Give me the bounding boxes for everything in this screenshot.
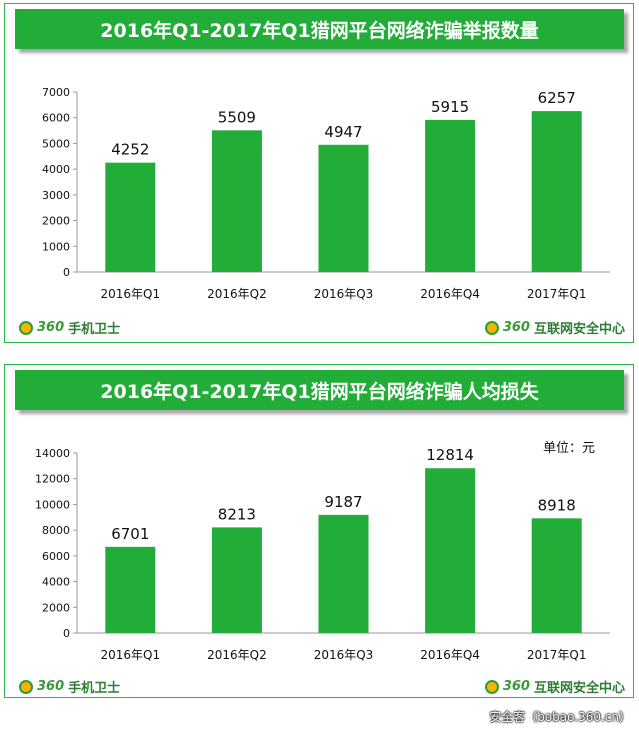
360-logo-icon — [19, 679, 33, 694]
y-tick-label: 0 — [63, 627, 70, 640]
x-tick-label: 2016年Q2 — [207, 287, 267, 301]
y-tick-label: 12000 — [35, 473, 70, 486]
bar-chart-loss: 0 2000 4000 6000 8000 10000 12000 14000 6701 2016… — [35, 446, 610, 662]
logo-360-mobile-guard: 360 手机卫士 — [19, 677, 120, 696]
logo-360-internet-security-center: 360 互联网安全中心 — [484, 677, 625, 696]
data-label: 4947 — [324, 123, 362, 141]
y-tick-label: 8000 — [42, 524, 70, 537]
bar — [425, 119, 476, 273]
y-tick-label: 2000 — [42, 601, 70, 614]
x-tick-label: 2016年Q4 — [420, 287, 480, 301]
data-label: 8213 — [218, 505, 256, 523]
data-label: 9187 — [324, 493, 362, 511]
y-tick-label: 4000 — [42, 163, 70, 176]
bar — [318, 514, 369, 633]
y-tick-label: 3000 — [42, 189, 70, 202]
bar — [531, 518, 582, 633]
y-tick-label: 7000 — [42, 86, 70, 99]
chart-panel-loss: 2016年Q1-2017年Q1猎网平台网络诈骗人均损失 0 2000 4000 600… — [4, 364, 634, 698]
bar — [425, 468, 476, 633]
bar-chart-reports: 0 1000 2000 3000 4000 5000 6000 7000 4252 2016年Q1… — [42, 86, 610, 301]
y-tick-label: 4000 — [42, 576, 70, 589]
data-label: 5915 — [431, 98, 469, 116]
bar — [105, 162, 156, 272]
x-tick-label: 2016年Q1 — [100, 648, 160, 662]
bar — [531, 111, 582, 272]
bar — [318, 144, 369, 272]
y-tick-label: 6000 — [42, 550, 70, 563]
chart-title-banner: 2016年Q1-2017年Q1猎网平台网络诈骗人均损失 — [15, 370, 624, 410]
x-tick-label: 2016年Q2 — [207, 648, 267, 662]
bar — [211, 527, 262, 633]
360-logo-icon — [19, 320, 33, 335]
data-label: 12814 — [426, 446, 474, 464]
chart-title-banner: 2016年Q1-2017年Q1猎网平台网络诈骗举报数量 — [15, 9, 624, 49]
y-tick-label: 2000 — [42, 215, 70, 228]
data-label: 6257 — [538, 89, 576, 107]
y-tick-label: 14000 — [35, 447, 70, 460]
y-tick-label: 6000 — [42, 112, 70, 125]
x-tick-label: 2016年Q3 — [314, 287, 374, 301]
x-tick-label: 2016年Q3 — [314, 648, 374, 662]
y-tick-label: 10000 — [35, 498, 70, 511]
logo-360-mobile-guard: 360 手机卫士 — [19, 318, 120, 337]
y-tick-label: 0 — [63, 266, 70, 279]
y-tick-label: 5000 — [42, 137, 70, 150]
y-tick-label: 1000 — [42, 240, 70, 253]
360-logo-icon — [484, 679, 499, 694]
watermark: 安全客（bobao.360.cn） — [489, 710, 631, 724]
data-label: 5509 — [218, 108, 256, 126]
x-tick-label: 2016年Q1 — [100, 287, 160, 301]
x-tick-label: 2017年Q1 — [527, 648, 587, 662]
360-logo-icon — [484, 320, 499, 335]
data-label: 6701 — [111, 525, 149, 543]
bar — [211, 130, 262, 272]
bar — [105, 546, 156, 633]
unit-label: 单位：元 — [543, 441, 596, 456]
data-label: 8918 — [538, 496, 576, 514]
x-tick-label: 2016年Q4 — [420, 648, 480, 662]
x-tick-label: 2017年Q1 — [527, 287, 587, 301]
chart-panel-reports: 2016年Q1-2017年Q1猎网平台网络诈骗举报数量 0 1000 2000 300… — [4, 3, 634, 343]
logo-360-internet-security-center: 360 互联网安全中心 — [484, 318, 625, 337]
data-label: 4252 — [111, 141, 149, 159]
